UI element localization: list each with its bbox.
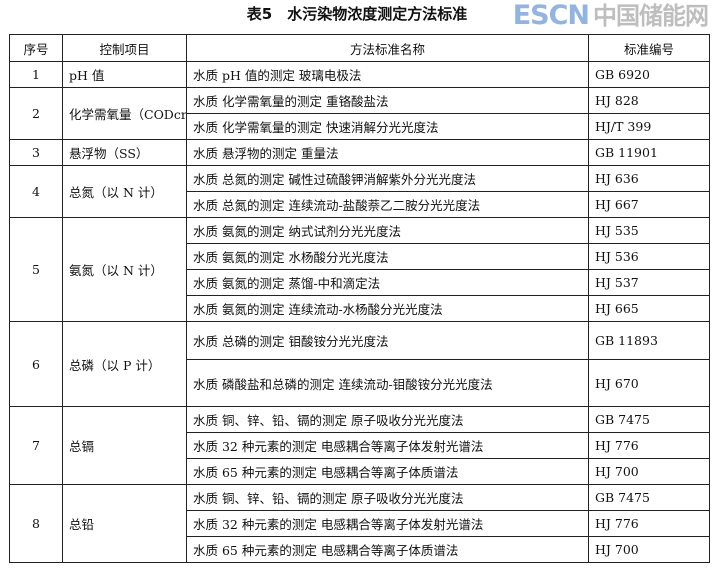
method-name: 水质 铜、锌、铅、镉的测定 原子吸收分光光度法 bbox=[186, 484, 589, 511]
row-number: 6 bbox=[9, 321, 63, 407]
standard-code: GB 6920 bbox=[588, 61, 710, 88]
control-item: 总氮（以 N 计） bbox=[62, 165, 187, 218]
method-name: 水质 总氮的测定 碱性过硫酸钾消解紫外分光光度法 bbox=[186, 165, 589, 192]
control-item: 总磷（以 P 计） bbox=[62, 321, 187, 407]
method-name: 水质 氨氮的测定 纳式试剂分光光度法 bbox=[186, 217, 589, 244]
standard-code: HJ 700 bbox=[588, 536, 710, 563]
method-name: 水质 65 种元素的测定 电感耦合等离子体质谱法 bbox=[186, 458, 589, 485]
table-row: 水质 65 种元素的测定 电感耦合等离子体质谱法 HJ 700 bbox=[10, 458, 710, 485]
method-name: 水质 氨氮的测定 蒸馏-中和滴定法 bbox=[186, 269, 589, 296]
table-row: 水质 氨氮的测定 蒸馏-中和滴定法 HJ 537 bbox=[10, 269, 710, 296]
table-row: 水质 磷酸盐和总磷的测定 连续流动-钼酸铵分光光度法 HJ 670 bbox=[10, 359, 710, 407]
header-item: 控制项目 bbox=[62, 34, 187, 62]
control-item: 化学需氧量（CODcr） bbox=[62, 87, 187, 140]
header-row: 序号 控制项目 方法标准名称 标准编号 bbox=[9, 34, 710, 62]
method-name: 水质 65 种元素的测定 电感耦合等离子体质谱法 bbox=[186, 536, 589, 563]
row-number: 7 bbox=[9, 406, 63, 485]
table-row: 2 化学需氧量（CODcr） 水质 化学需氧量的测定 重铬酸盐法 HJ 828 bbox=[9, 87, 710, 140]
table-row: 1 pH 值水质 pH 值的测定 玻璃电极法 GB 6920 bbox=[9, 61, 710, 88]
table-row: 水质 氨氮的测定 水杨酸分光光度法 HJ 536 bbox=[10, 243, 710, 270]
table-row: 3 悬浮物（SS） 水质 悬浮物的测定 重量法 GB 11901 bbox=[9, 139, 710, 166]
method-name: 水质 化学需氧量的测定 快速消解分光光度法 bbox=[186, 113, 589, 140]
standard-code: HJ/T 399 bbox=[588, 113, 710, 140]
standard-code: HJ 665 bbox=[588, 295, 710, 322]
standard-code: HJ 700 bbox=[588, 458, 710, 485]
table-row: 水质 总氮的测定 连续流动-盐酸萘乙二胺分光光度法 HJ 667 bbox=[10, 191, 710, 218]
header-method: 方法标准名称 bbox=[186, 34, 589, 62]
table-row: 5 氨氮（以 N 计） 水质 氨氮的测定 纳式试剂分光光度法 HJ 535 bbox=[9, 217, 710, 322]
table-row: 水质 65 种元素的测定 电感耦合等离子体质谱法 HJ 700 bbox=[10, 536, 710, 563]
table-row: 7 总镉 水质 铜、锌、铅、镉的测定 原子吸收分光光度法 GB 7475 bbox=[9, 406, 710, 485]
row-number: 2 bbox=[9, 87, 63, 140]
standard-code: GB 11893 bbox=[588, 321, 710, 360]
standard-code: HJ 670 bbox=[588, 359, 710, 407]
escn-watermark-logo: ESCN 中国储能网 bbox=[512, 0, 709, 32]
standard-code: HJ 667 bbox=[588, 191, 710, 218]
standard-code: HJ 636 bbox=[588, 165, 710, 192]
control-item: 总铅 bbox=[62, 484, 187, 563]
standard-code: HJ 535 bbox=[588, 217, 710, 244]
standard-code: HJ 536 bbox=[588, 243, 710, 270]
row-number: 1 bbox=[9, 61, 63, 88]
control-item: 总镉 bbox=[62, 406, 187, 485]
control-item: pH 值 bbox=[62, 61, 187, 88]
method-name: 水质 铜、锌、铅、镉的测定 原子吸收分光光度法 bbox=[186, 406, 589, 433]
control-item: 悬浮物（SS） bbox=[62, 139, 187, 166]
watermark-en: ESCN bbox=[512, 0, 590, 31]
method-name: 水质 化学需氧量的测定 重铬酸盐法 bbox=[186, 87, 589, 114]
row-number: 4 bbox=[9, 165, 63, 218]
row-number: 3 bbox=[9, 139, 63, 166]
method-name: 水质 悬浮物的测定 重量法 bbox=[186, 139, 589, 166]
table-title: 表5 水污染物浓度测定方法标准 bbox=[246, 5, 468, 23]
watermark-zh: 中国储能网 bbox=[593, 2, 709, 30]
standard-code: GB 7475 bbox=[588, 484, 710, 511]
table-row: 水质 化学需氧量的测定 快速消解分光光度法 HJ/T 399 bbox=[10, 113, 710, 140]
standard-code: HJ 776 bbox=[588, 432, 710, 459]
header-code: 标准编号 bbox=[588, 34, 710, 62]
row-number: 5 bbox=[9, 217, 63, 322]
control-item: 氨氮（以 N 计） bbox=[62, 217, 187, 322]
standard-code: HJ 828 bbox=[588, 87, 710, 114]
method-name: 水质 总磷的测定 钼酸铵分光光度法 bbox=[186, 321, 589, 360]
header-no: 序号 bbox=[9, 34, 63, 62]
row-number: 8 bbox=[9, 484, 63, 563]
method-name: 水质 氨氮的测定 连续流动-水杨酸分光光度法 bbox=[186, 295, 589, 322]
method-name: 水质 磷酸盐和总磷的测定 连续流动-钼酸铵分光光度法 bbox=[186, 359, 589, 407]
standards-table: 序号 控制项目 方法标准名称 标准编号 1 pH 值水质 pH 值的测定 玻璃电极… bbox=[9, 34, 710, 563]
table-row: 4 总氮（以 N 计） 水质 总氮的测定 碱性过硫酸钾消解紫外分光光度法 HJ 636 bbox=[9, 165, 710, 218]
standard-code: HJ 776 bbox=[588, 510, 710, 537]
table-row: 6 总磷（以 P 计） 水质 总磷的测定 钼酸铵分光光度法 GB 11893 bbox=[9, 321, 710, 407]
standard-code: GB 7475 bbox=[588, 406, 710, 433]
method-name: 水质 总氮的测定 连续流动-盐酸萘乙二胺分光光度法 bbox=[186, 191, 589, 218]
method-name: 水质 氨氮的测定 水杨酸分光光度法 bbox=[186, 243, 589, 270]
table-row: 8 总铅 水质 铜、锌、铅、镉的测定 原子吸收分光光度法 GB 7475 bbox=[9, 484, 710, 563]
standard-code: GB 11901 bbox=[588, 139, 710, 166]
table-row: 水质 32 种元素的测定 电感耦合等离子体发射光谱法 HJ 776 bbox=[10, 510, 710, 537]
method-name: 水质 32 种元素的测定 电感耦合等离子体发射光谱法 bbox=[186, 510, 589, 537]
method-name: 水质 32 种元素的测定 电感耦合等离子体发射光谱法 bbox=[186, 432, 589, 459]
method-name: 水质 pH 值的测定 玻璃电极法 bbox=[186, 61, 589, 88]
standard-code: HJ 537 bbox=[588, 269, 710, 296]
